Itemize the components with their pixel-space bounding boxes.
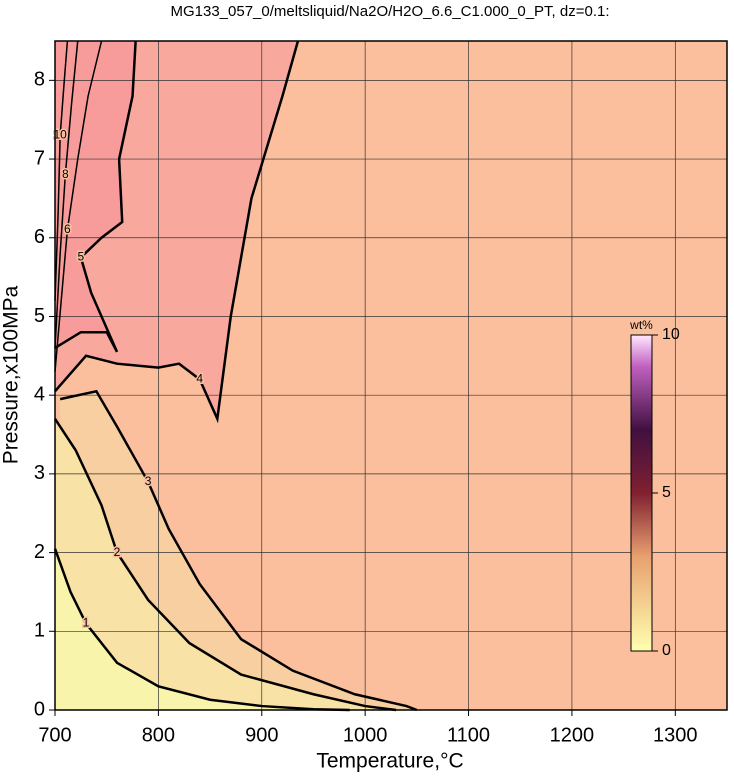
x-tick-label: 800 [142, 724, 175, 746]
contour-label: 8 [62, 167, 69, 181]
colorbar-tick-label: 5 [662, 484, 671, 501]
y-tick-label: 2 [34, 541, 45, 563]
contour-label: 6 [64, 222, 71, 236]
contour-label: 1 [83, 616, 90, 630]
contour-line [54, 40, 137, 353]
contour-line [54, 40, 103, 372]
y-tick-label: 4 [34, 383, 45, 405]
contour-band [55, 41, 136, 352]
contour-line [53, 418, 397, 712]
contour-label: 2 [114, 545, 121, 559]
y-axis-label: Pressure,x100MPa [0, 285, 23, 464]
contour-label: 10 [53, 128, 67, 142]
colorbar-label: wt% [629, 318, 653, 332]
contour-label: 3 [145, 474, 152, 488]
x-tick-label: 1100 [447, 724, 490, 746]
contour-label: 4 [196, 372, 203, 386]
contour-line [54, 40, 300, 424]
y-tick-label: 5 [34, 305, 45, 327]
colorbar-tick-label: 0 [662, 642, 671, 659]
x-tick-label: 1200 [550, 724, 595, 746]
x-tick-label: 700 [38, 724, 71, 746]
plot-frame [54, 40, 728, 711]
contour-line [54, 40, 69, 301]
y-tick-label: 8 [34, 69, 45, 91]
contour-label: 5 [78, 250, 85, 264]
colorbar [630, 334, 653, 652]
contour-band [55, 418, 397, 710]
x-tick-label: 1000 [343, 724, 388, 746]
y-tick-label: 6 [34, 226, 45, 248]
y-tick-label: 0 [34, 698, 45, 720]
x-tick-label: 900 [245, 724, 278, 746]
x-tick-label: 1300 [653, 724, 698, 746]
chart-title: MG133_057_0/meltsliquid/Na2O/H2O_6.6_C1.… [170, 3, 609, 20]
x-axis-label: Temperature,°C [316, 750, 463, 773]
contour-line [54, 40, 79, 348]
y-tick-label: 7 [34, 147, 45, 169]
y-tick-label: 1 [34, 620, 45, 642]
y-tick-label: 3 [34, 462, 45, 484]
colorbar-tick-label: 10 [662, 326, 680, 343]
contour-line [53, 548, 350, 712]
contour-line [59, 389, 418, 712]
